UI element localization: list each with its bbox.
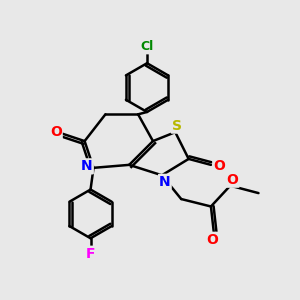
Text: O: O: [206, 233, 218, 247]
Text: O: O: [213, 159, 225, 173]
Text: O: O: [227, 173, 239, 187]
Text: Cl: Cl: [140, 40, 154, 53]
Text: N: N: [81, 159, 93, 173]
Text: N: N: [159, 175, 171, 189]
Text: O: O: [50, 125, 62, 139]
Text: F: F: [86, 247, 95, 261]
Text: S: S: [172, 118, 182, 133]
